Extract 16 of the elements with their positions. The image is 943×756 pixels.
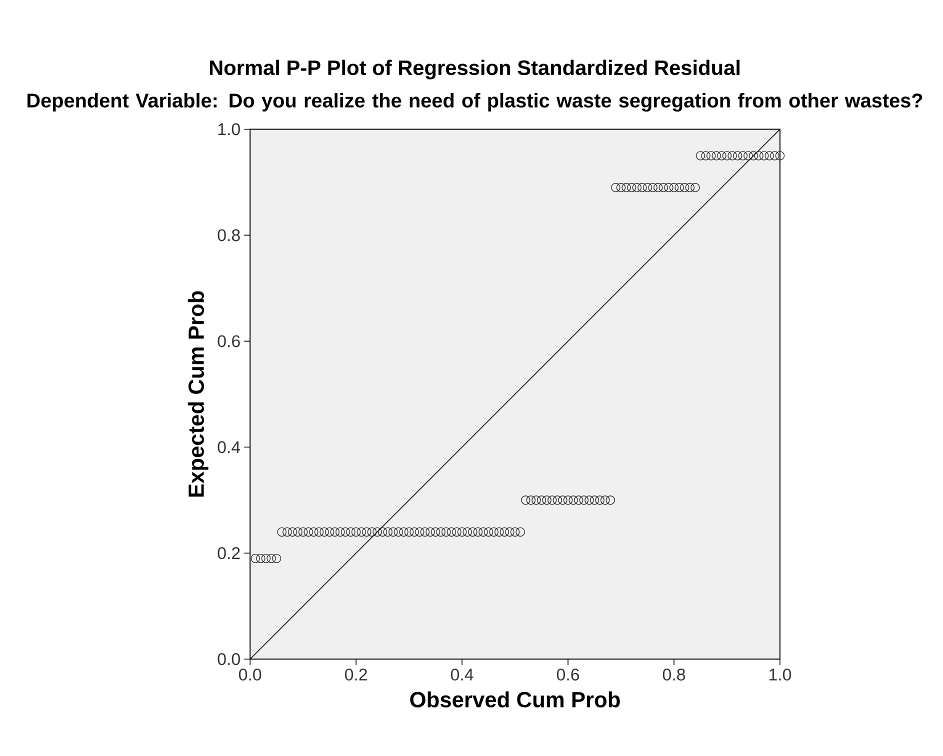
- chart-title: Normal P-P Plot of Regression Standardized Residual: [210, 60, 740, 80]
- x-tick-label: 0.4: [450, 668, 474, 681]
- y-tick-label: 0.8: [218, 229, 240, 242]
- x-tick-label: 0.6: [556, 668, 580, 681]
- y-tick-label: 0.4: [218, 441, 240, 454]
- x-tick-label: 0.2: [344, 668, 367, 681]
- x-tick-label: 0.8: [662, 668, 686, 681]
- y-tick-label: 0.0: [218, 653, 240, 666]
- x-tick-label: 1.0: [770, 668, 792, 681]
- x-axis-title: Observed Cum Prob: [410, 692, 620, 708]
- y-tick-label: 0.6: [218, 335, 240, 348]
- x-tick-label: 0.0: [238, 668, 262, 681]
- y-tick-label: 1.0: [218, 123, 240, 136]
- chart-subtitle: Dependent Variable: Do you realize the need of plastic waste segregation from other wastes?: [28, 93, 922, 112]
- y-axis-title: Expected Cum Prob: [188, 291, 208, 497]
- y-tick-label: 0.2: [218, 547, 240, 560]
